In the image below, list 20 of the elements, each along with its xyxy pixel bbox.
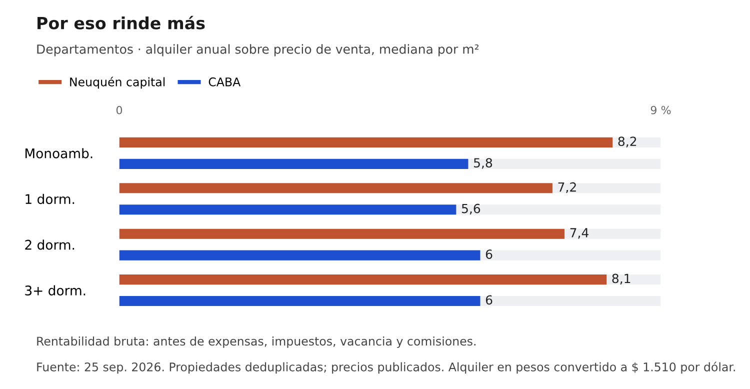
data-label: 8,1: [612, 274, 630, 284]
data-label: 8,2: [618, 136, 636, 148]
data-label: 7,2: [558, 182, 576, 194]
data-label: 5,8: [474, 158, 492, 169]
data-label: 5,6: [462, 204, 480, 215]
x-tick-label: 0: [116, 106, 122, 114]
chart-title: Por eso rinde más: [38, 16, 205, 30]
text: Rentabilidad bruta: antes de expensas, impuestos, vacancia y comisiones.: [37, 336, 476, 348]
legend-label: Neuquén capital: [70, 76, 165, 89]
data-label: 6: [486, 295, 492, 305]
y-tick-label: 1 dorm.: [26, 194, 74, 204]
y-tick-label: Monoamb.: [26, 148, 92, 158]
chart-subtitle: Departamentos · alquiler anual sobre precio de venta, mediana por m²: [37, 44, 478, 56]
data-label: 6: [486, 249, 492, 259]
source-note: Fuente: 25 sep. 2026. Propiedades deduplicadas; precios publicados. Alquiler en pesos convertido a $ 1.510 por dólar.: [37, 362, 735, 374]
data-label: 7,4: [570, 228, 588, 239]
y-tick-label: 3+ dorm.: [25, 285, 86, 296]
legend-label: CABA: [208, 77, 241, 86]
y-tick-label: 2 dorm.: [25, 240, 74, 250]
x-tick-label: 9 %: [650, 106, 671, 114]
